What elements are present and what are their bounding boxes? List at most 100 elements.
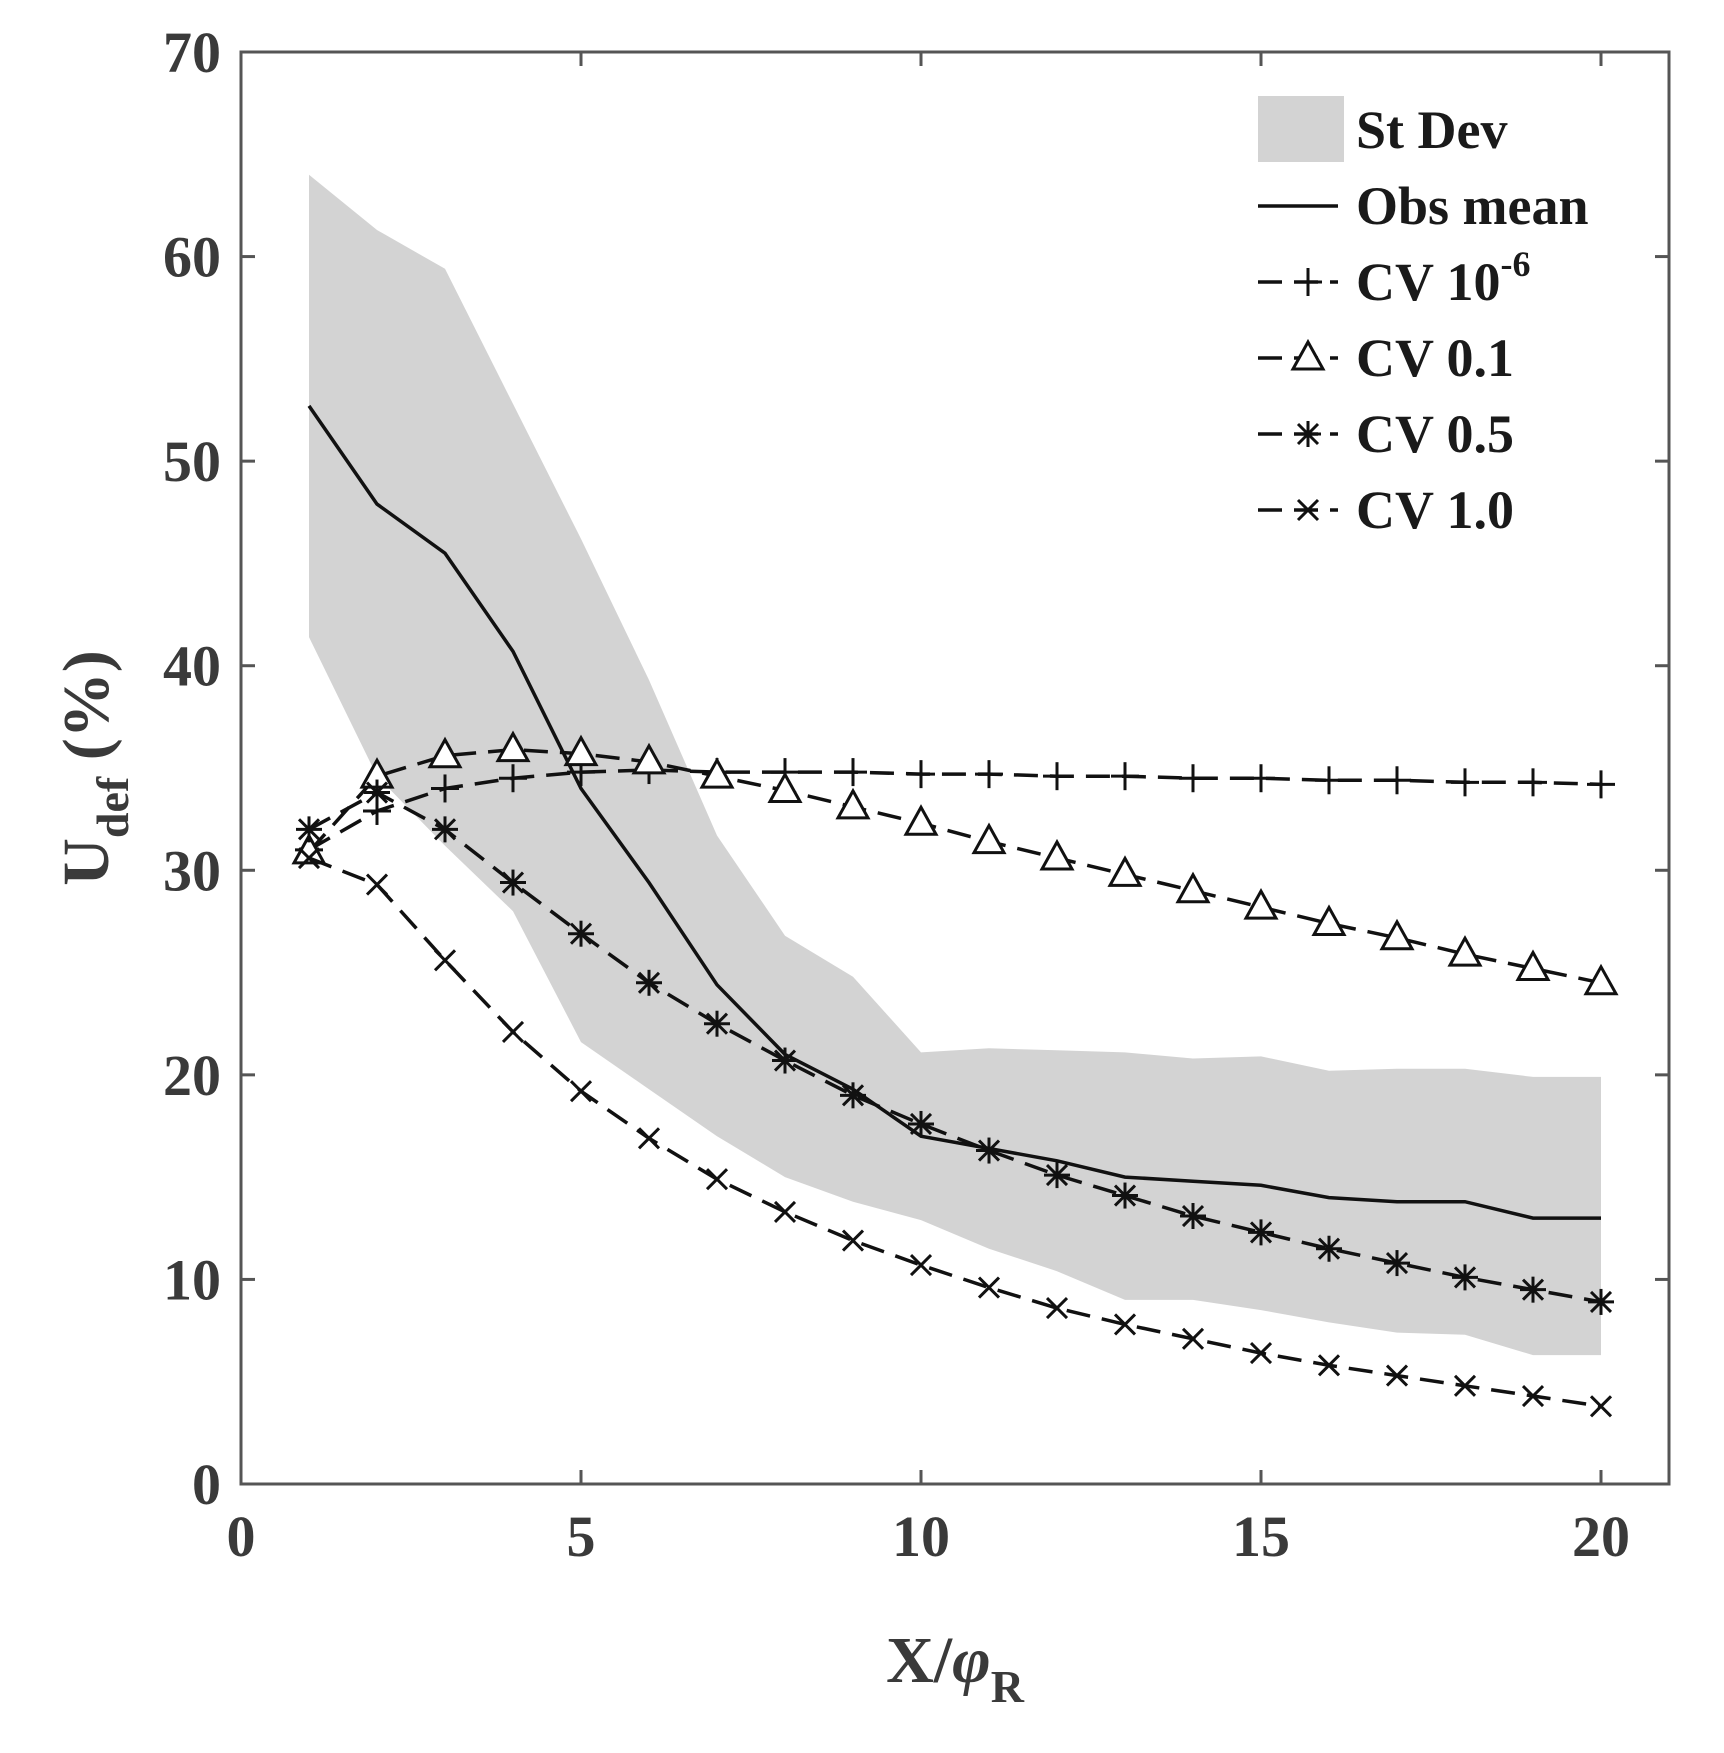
y-axis-title-suffix: (%) bbox=[50, 650, 123, 776]
x-axis-title: X/φR bbox=[886, 1624, 1025, 1712]
data-point-cv-1-0 bbox=[637, 1127, 661, 1150]
star-marker-d2 bbox=[1249, 1221, 1273, 1244]
x-marker-d2 bbox=[297, 846, 321, 870]
data-point-cv-10-6 bbox=[839, 758, 867, 787]
legend-marker-cv-0-1 bbox=[1290, 338, 1326, 371]
data-point-cv-0-1 bbox=[495, 730, 531, 763]
triangle-marker bbox=[1175, 871, 1211, 904]
x-marker-d2 bbox=[1317, 1354, 1341, 1377]
star-marker-d2 bbox=[841, 1084, 865, 1107]
data-point-cv-0-5 bbox=[772, 1047, 798, 1074]
y-tick-label: 50 bbox=[163, 429, 221, 494]
data-point-cv-1-0 bbox=[1317, 1354, 1341, 1377]
legend-item-obs-mean: Obs mean bbox=[1258, 176, 1589, 236]
data-point-cv-1-0 bbox=[1045, 1297, 1069, 1320]
star-marker-d2 bbox=[297, 818, 321, 841]
star-marker-d2 bbox=[1113, 1184, 1137, 1207]
triangle-marker bbox=[835, 787, 871, 820]
y-axis-title: Udef (%) bbox=[50, 650, 138, 885]
data-point-cv-1-0 bbox=[1385, 1364, 1409, 1387]
data-point-cv-0-5 bbox=[1248, 1219, 1274, 1246]
series-obs-mean bbox=[307, 404, 1601, 1220]
triangle-marker bbox=[1243, 888, 1279, 920]
triangle-marker bbox=[563, 734, 599, 767]
tick-layer: 0 5 10 15 20 0 10 20 30 40 50 60 70 bbox=[163, 20, 1669, 1569]
series-cv-1-0 bbox=[297, 846, 1613, 1418]
star-marker-d2 bbox=[1296, 422, 1320, 446]
legend-item-cv-0-5: CV 0.5 bbox=[1258, 404, 1514, 464]
data-point-cv-0-1 bbox=[427, 736, 463, 769]
star-marker-d2 bbox=[1589, 1290, 1613, 1313]
y-tick-label: 70 bbox=[163, 20, 221, 85]
x-marker-d2 bbox=[1589, 1395, 1613, 1418]
legend-label-cv-0-1: CV 0.1 bbox=[1356, 328, 1514, 388]
x-marker-d2 bbox=[433, 949, 457, 972]
plot-area: 0 5 10 15 20 0 10 20 30 40 50 60 70 bbox=[163, 20, 1671, 1569]
legend-item-cv-1-0: CV 1.0 bbox=[1258, 480, 1514, 540]
legend-label-cv-1-0: CV 1.0 bbox=[1356, 480, 1514, 540]
data-point-cv-1-0 bbox=[705, 1168, 729, 1191]
data-point-cv-0-1 bbox=[1447, 935, 1483, 967]
y-tick-label: 40 bbox=[163, 634, 221, 699]
data-point-cv-10-6 bbox=[1451, 768, 1479, 797]
triangle-marker bbox=[1583, 963, 1619, 996]
data-point-cv-0-5 bbox=[1384, 1250, 1410, 1277]
series-cv-10-6 bbox=[295, 756, 1615, 864]
data-point-cv-10-6 bbox=[431, 774, 459, 803]
y-axis-title-subscript: def bbox=[87, 776, 138, 838]
triangle-marker bbox=[1379, 918, 1415, 951]
x-marker-d2 bbox=[1113, 1313, 1137, 1336]
x-marker-d2 bbox=[841, 1229, 865, 1252]
data-point-cv-0-5 bbox=[1452, 1264, 1478, 1291]
x-marker-d2 bbox=[569, 1080, 593, 1103]
x-marker-d2 bbox=[365, 873, 389, 896]
star-marker-d2 bbox=[501, 871, 525, 894]
data-point-cv-0-5 bbox=[364, 779, 390, 806]
data-point-cv-1-0 bbox=[1249, 1342, 1273, 1365]
x-marker-d2 bbox=[1385, 1364, 1409, 1387]
data-point-cv-10-6 bbox=[1043, 762, 1071, 791]
legend-swatch-st-dev bbox=[1258, 96, 1344, 162]
data-point-cv-10-6 bbox=[1315, 766, 1343, 795]
x-marker-d2 bbox=[1296, 498, 1320, 522]
series-line-cv-0-1 bbox=[307, 747, 1602, 985]
data-point-cv-10-6 bbox=[1383, 766, 1411, 795]
data-point-cv-0-5 bbox=[1112, 1182, 1138, 1209]
star-marker-d2 bbox=[773, 1049, 797, 1072]
data-point-cv-0-1 bbox=[1515, 949, 1551, 981]
data-point-cv-0-5 bbox=[1044, 1162, 1070, 1189]
data-point-cv-0-1 bbox=[1175, 871, 1211, 904]
data-point-cv-0-1 bbox=[1107, 855, 1143, 887]
series-layer bbox=[291, 404, 1619, 1418]
series-line-cv-1-0 bbox=[308, 856, 1602, 1409]
x-marker-d2 bbox=[705, 1168, 729, 1191]
data-point-cv-0-5 bbox=[1316, 1235, 1342, 1262]
triangle-marker bbox=[1107, 855, 1143, 887]
triangle-marker bbox=[631, 742, 667, 775]
data-point-cv-10-6 bbox=[1587, 770, 1615, 799]
data-point-cv-0-5 bbox=[296, 816, 322, 843]
legend-label-obs-mean: Obs mean bbox=[1356, 176, 1589, 236]
data-point-cv-0-1 bbox=[767, 771, 803, 804]
legend-marker-cv-0-5 bbox=[1295, 421, 1321, 447]
triangle-marker bbox=[1515, 949, 1551, 981]
svg-text:X/φR: X/φR bbox=[886, 1624, 1025, 1712]
data-point-cv-0-1 bbox=[835, 787, 871, 820]
data-point-cv-0-5 bbox=[840, 1082, 866, 1109]
data-point-cv-1-0 bbox=[1113, 1313, 1137, 1336]
x-tick-label: 0 bbox=[227, 1504, 256, 1569]
data-point-cv-0-1 bbox=[971, 822, 1007, 855]
star-marker-d2 bbox=[909, 1112, 933, 1136]
x-tick-label: 5 bbox=[567, 1504, 596, 1569]
legend-label-st-dev: St Dev bbox=[1356, 100, 1507, 160]
y-tick-label: 20 bbox=[163, 1043, 221, 1108]
star-marker-d2 bbox=[977, 1139, 1001, 1162]
data-point-cv-0-1 bbox=[1039, 838, 1075, 871]
triangle-marker bbox=[427, 736, 463, 769]
x-tick-label: 20 bbox=[1572, 1504, 1630, 1569]
star-marker-d2 bbox=[637, 971, 661, 994]
data-point-cv-1-0 bbox=[365, 873, 389, 896]
data-point-cv-0-5 bbox=[976, 1137, 1002, 1164]
data-point-cv-0-5 bbox=[1588, 1288, 1614, 1315]
